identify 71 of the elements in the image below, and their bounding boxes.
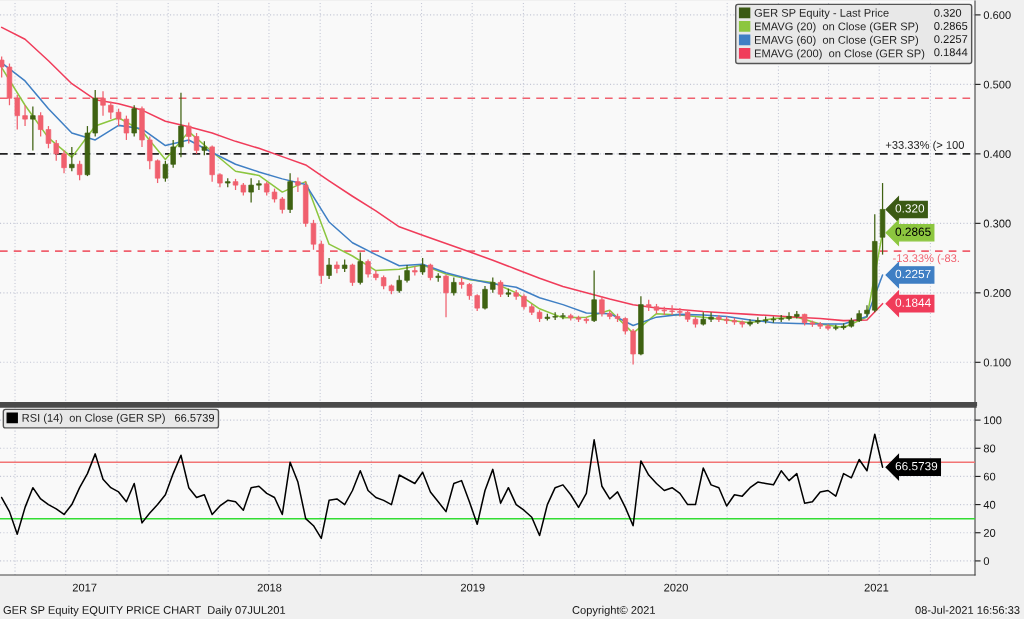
y-tick-label: 60 [983, 472, 996, 481]
candlestick [256, 179, 262, 191]
data-label: 0.2257 [895, 269, 931, 279]
y-tick-label: 0.400 [983, 150, 1011, 158]
y-tick-label: 0.100 [983, 358, 1011, 367]
candlestick [482, 285, 488, 311]
candlestick [677, 307, 683, 318]
candlestick [326, 257, 332, 280]
candlestick [669, 304, 675, 316]
candlestick [864, 304, 870, 318]
y-tick-label: 80 [983, 444, 996, 453]
y-tick-label: 0.300 [983, 219, 1011, 228]
annotation: -13.33% (-83. [893, 253, 959, 265]
y-tick-label: 20 [983, 529, 996, 537]
line-series [0, 433, 884, 540]
x-tick-label: 2019 [460, 583, 485, 592]
data-label: 0.1844 [895, 298, 931, 307]
y-tick-label: 0.600 [983, 11, 1011, 20]
candlestick [443, 274, 449, 318]
data-label: 66.5739 [895, 461, 938, 471]
candlestick [14, 94, 20, 131]
candlestick [69, 146, 75, 172]
candlestick [61, 149, 67, 174]
candlestick [162, 160, 169, 183]
candlestick [560, 312, 566, 320]
candlestick [170, 139, 176, 169]
legend-label: EMAVG (60) on Close (GER SP) [754, 35, 919, 47]
legend-label: GER SP Equity - Last Price [754, 8, 889, 19]
text: 0.320 [895, 204, 925, 213]
text: 0.2257 [934, 35, 968, 44]
y-tick-label: 100 [984, 416, 1002, 425]
candlestick [451, 276, 457, 297]
x-tick-label: 2021 [864, 583, 889, 592]
candlestick [147, 135, 153, 170]
candlestick [365, 258, 371, 279]
text: 0.1844 [934, 48, 968, 57]
text: Copyright© 2021 [572, 605, 655, 617]
y-tick-label: 0.500 [983, 80, 1011, 89]
y-tick-label: 40 [983, 500, 996, 509]
text: GER SP Equity EQUITY PRICE CHART Daily 07JUL201 [3, 605, 286, 617]
candlestick [76, 160, 83, 181]
candlestick [178, 92, 184, 158]
text: 08-Jul-2021 16:56:33 [915, 605, 1020, 614]
candlestick [591, 269, 597, 323]
candlestick [630, 328, 636, 366]
candlestick [30, 105, 36, 152]
data-label: 0.2865 [895, 227, 931, 236]
candlestick [708, 311, 714, 323]
candlestick [53, 139, 59, 162]
y-tick-label: 0 [983, 557, 990, 566]
x-tick-label: 2020 [664, 583, 688, 592]
candlestick [248, 177, 254, 204]
text: 0.2865 [934, 22, 968, 30]
candlestick [22, 104, 28, 127]
x-tick-label: 2017 [72, 583, 97, 592]
x-tick-label: 2018 [257, 583, 282, 592]
candlestick [599, 295, 605, 318]
y-tick-label: 0.200 [983, 289, 1011, 297]
candlestick [186, 121, 192, 145]
text: 0.320 [934, 8, 962, 17]
legend-label: EMAVG (200) on Close (GER SP) [754, 49, 925, 60]
candlestick [786, 311, 792, 322]
candlestick [193, 132, 200, 155]
annotation: +33.33% (> 100 [885, 140, 964, 152]
candlestick [295, 176, 301, 193]
candlestick [357, 251, 363, 286]
text: 66.5739 [174, 413, 215, 422]
candlestick [154, 158, 161, 184]
legend-label: EMAVG (20) on Close (GER SP) [754, 22, 919, 33]
legend-label: RSI (14) on Close (GER SP) [22, 413, 165, 424]
candlestick [310, 219, 317, 251]
